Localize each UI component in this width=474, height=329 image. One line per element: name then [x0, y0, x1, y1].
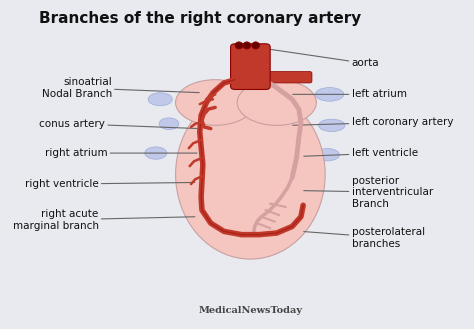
Text: posterior
interventricular
Branch: posterior interventricular Branch — [304, 176, 433, 209]
Ellipse shape — [175, 80, 255, 125]
Ellipse shape — [145, 147, 167, 159]
Text: aorta: aorta — [268, 49, 379, 68]
Text: left atrium: left atrium — [293, 89, 407, 99]
Ellipse shape — [252, 42, 260, 49]
Ellipse shape — [243, 42, 251, 49]
Text: Branches of the right coronary artery: Branches of the right coronary artery — [39, 11, 362, 26]
Text: right ventricle: right ventricle — [25, 179, 195, 189]
Ellipse shape — [235, 42, 243, 49]
Ellipse shape — [319, 119, 345, 132]
Text: right atrium: right atrium — [45, 148, 197, 158]
Text: MedicalNewsToday: MedicalNewsToday — [199, 306, 302, 315]
FancyBboxPatch shape — [230, 44, 270, 89]
Ellipse shape — [159, 118, 179, 130]
Text: left coronary artery: left coronary artery — [293, 117, 453, 127]
Text: sinoatrial
Nodal Branch: sinoatrial Nodal Branch — [42, 77, 199, 99]
Text: right acute
marginal branch: right acute marginal branch — [13, 209, 195, 231]
Text: left ventricle: left ventricle — [304, 148, 418, 158]
Text: conus artery: conus artery — [39, 119, 197, 129]
Ellipse shape — [315, 148, 339, 161]
FancyBboxPatch shape — [264, 71, 312, 83]
Ellipse shape — [237, 80, 316, 125]
Ellipse shape — [315, 88, 344, 101]
Text: posterolateral
branches: posterolateral branches — [304, 227, 425, 249]
Ellipse shape — [175, 89, 325, 259]
Ellipse shape — [148, 93, 173, 106]
